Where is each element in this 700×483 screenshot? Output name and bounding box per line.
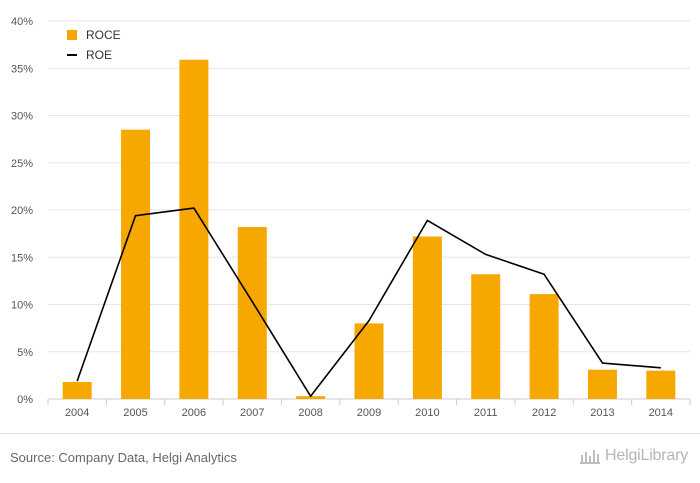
- bar-roce-2004: [62, 381, 92, 399]
- x-tick-label-2010: 2010: [415, 407, 439, 419]
- brand-name: HelgiLibrary: [605, 447, 688, 464]
- y-tick-label-20: 20%: [11, 205, 33, 217]
- gridlines: [48, 20, 690, 400]
- line-series-roe: [76, 207, 661, 398]
- bar-roce-2005: [121, 129, 151, 400]
- legend: ROCE ROE: [67, 28, 121, 62]
- bar-roce-2008: [296, 396, 326, 399]
- x-tick-label-2005: 2005: [123, 407, 147, 419]
- x-tick-label-2008: 2008: [298, 407, 322, 419]
- x-tick-label-2011: 2011: [474, 407, 498, 419]
- bar-roce-2009: [354, 323, 384, 399]
- bar-roce-2012: [529, 294, 559, 399]
- legend-label-roe: ROE: [86, 48, 112, 62]
- library-building-icon: [580, 450, 601, 464]
- bar-roce-2013: [587, 369, 617, 399]
- x-tick-label-2012: 2012: [532, 407, 556, 419]
- y-axis: 0% 5% 10% 15% 20% 25% 30% 35% 40%: [11, 16, 33, 406]
- bar-roce-2014: [646, 370, 676, 399]
- x-tick-label-2009: 2009: [357, 407, 381, 419]
- bar-roce-2011: [471, 274, 501, 399]
- y-tick-label-10: 10%: [11, 300, 33, 312]
- x-tick-label-2006: 2006: [182, 407, 206, 419]
- brand-logo[interactable]: HelgiLibrary: [579, 447, 688, 465]
- line-roe-path: [76, 207, 661, 398]
- x-tick-label-2007: 2007: [240, 407, 264, 419]
- x-axis: 2004 2005 2006 2007 2008 2009 2010 2011 2012 2013…: [47, 399, 691, 419]
- x-tick-label-2004: 2004: [65, 407, 89, 419]
- x-tick-label-2013: 2013: [590, 407, 614, 419]
- y-tick-label-0: 0%: [17, 394, 33, 406]
- legend-label-roce: ROCE: [86, 28, 121, 42]
- bar-roce-2010: [412, 236, 442, 399]
- legend-swatch-roce: [67, 30, 77, 40]
- y-tick-label-35: 35%: [11, 63, 33, 75]
- y-tick-label-5: 5%: [17, 347, 33, 359]
- y-tick-label-40: 40%: [11, 16, 33, 28]
- y-tick-label-15: 15%: [11, 252, 33, 264]
- bar-series-roce: [62, 59, 676, 400]
- bar-roce-2006: [179, 59, 209, 400]
- source-note: Source: Company Data, Helgi Analytics: [10, 450, 237, 465]
- y-tick-label-25: 25%: [11, 158, 33, 170]
- y-tick-label-30: 30%: [11, 111, 33, 123]
- footer-divider: [0, 433, 700, 434]
- x-tick-label-2014: 2014: [649, 407, 673, 419]
- bar-roce-2007: [237, 227, 267, 399]
